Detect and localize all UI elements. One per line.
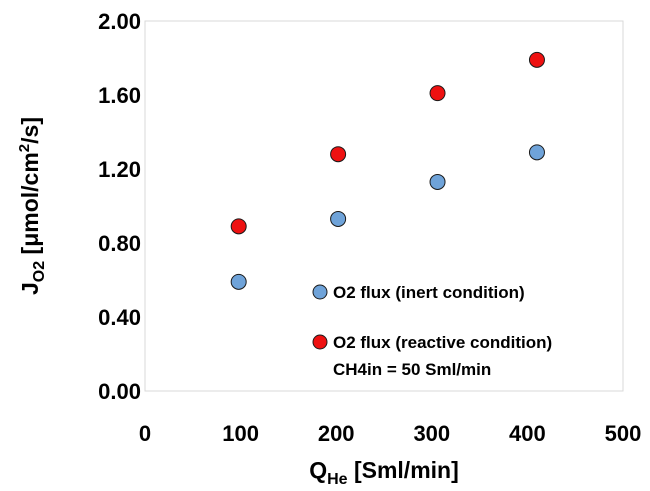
reactive-data-point <box>429 85 446 102</box>
x-tick-label: 400 <box>509 421 546 446</box>
plot-area <box>144 20 624 392</box>
y-tick-label: 0.80 <box>98 231 141 256</box>
inert-data-point <box>528 144 545 161</box>
legend: O2 flux (inert condition) O2 flux (react… <box>312 283 552 379</box>
inert-data-point <box>330 210 347 227</box>
legend-label-reactive: O2 flux (reactive condition) <box>333 333 552 352</box>
reactive-data-point <box>230 218 247 235</box>
y-axis-label: JO2 [μmol/cm2/s] <box>16 117 48 295</box>
inert-data-point <box>230 273 247 290</box>
x-tick-label: 200 <box>318 421 355 446</box>
legend-marker-inert <box>312 284 328 300</box>
x-tick-label: 100 <box>222 421 259 446</box>
reactive-data-point <box>528 51 545 68</box>
y-tick-label: 1.60 <box>98 83 141 108</box>
y-tick-label: 0.40 <box>98 305 141 330</box>
x-tick-label: 300 <box>413 421 450 446</box>
x-tick-labels: 0 100 200 300 400 500 <box>139 421 641 446</box>
legend-item-inert: O2 flux (inert condition) <box>312 283 525 302</box>
inert-data-point <box>429 173 446 190</box>
y-tick-label: 0.00 <box>98 379 141 404</box>
reactive-data-point <box>330 146 347 163</box>
y-tick-labels: 0.00 0.40 0.80 1.20 1.60 2.00 <box>98 9 141 404</box>
legend-label-inert: O2 flux (inert condition) <box>333 283 525 302</box>
legend-marker-reactive <box>312 334 328 350</box>
data-points <box>230 51 545 290</box>
y-tick-label: 2.00 <box>98 9 141 34</box>
x-axis-label: QHe [Sml/min] <box>309 457 459 488</box>
x-tick-label: 0 <box>139 421 151 446</box>
y-tick-label: 1.20 <box>98 157 141 182</box>
x-tick-label: 500 <box>605 421 642 446</box>
annotation-ch4in: CH4in = 50 Sml/min <box>333 360 491 379</box>
legend-item-reactive: O2 flux (reactive condition) <box>312 333 552 352</box>
